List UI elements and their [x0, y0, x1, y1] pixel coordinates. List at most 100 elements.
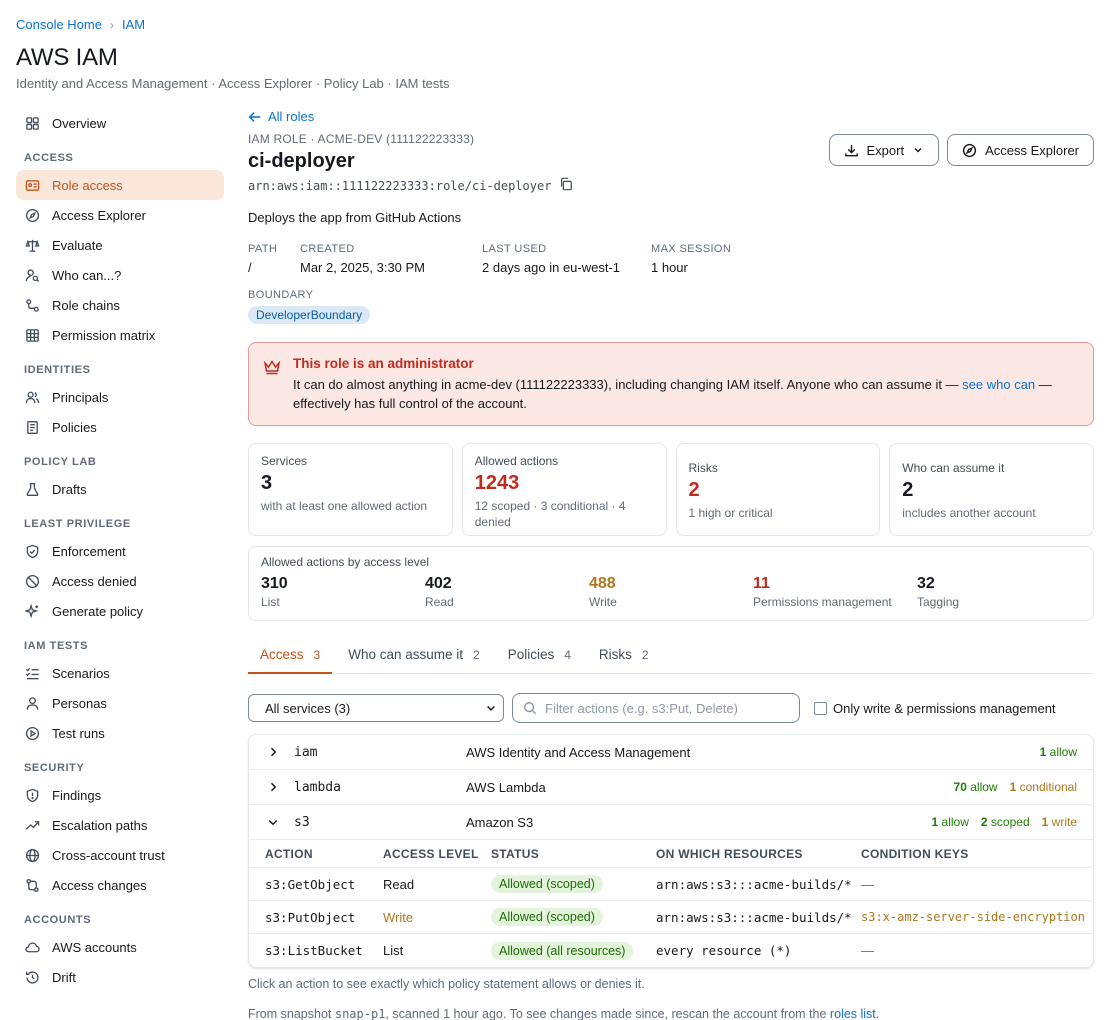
service-row-iam[interactable]: iam AWS Identity and Access Management 1…	[249, 735, 1093, 770]
history-icon	[24, 969, 40, 985]
action-row[interactable]: s3:GetObject Read Allowed (scoped) arn:a…	[249, 868, 1093, 901]
sidebar-item-role-access[interactable]: Role access	[16, 170, 224, 200]
only-write-checkbox[interactable]	[814, 701, 827, 715]
sidebar-item-access-changes[interactable]: Access changes	[16, 870, 224, 900]
meta-max-session: MAX SESSION 1 hour	[651, 243, 731, 275]
sidebar-item-access-denied[interactable]: Access denied	[16, 566, 224, 596]
only-write-label: Only write & permissions management	[833, 700, 1056, 716]
sidebar-item-findings[interactable]: Findings	[16, 780, 224, 810]
sidebar-item-drafts[interactable]: Drafts	[16, 474, 224, 504]
service-table: iam AWS Identity and Access Management 1…	[248, 734, 1094, 968]
sidebar-item-who-can[interactable]: Who can...?	[16, 260, 224, 290]
all-roles-link[interactable]: All roles	[248, 109, 1094, 124]
alert-title: This role is an administrator	[293, 356, 474, 371]
access-level-summary: Allowed actions by access level 310 List…	[248, 546, 1094, 621]
sidebar-item-permission-matrix[interactable]: Permission matrix	[16, 320, 224, 350]
footer-pre: From snapshot	[248, 1007, 335, 1020]
roles-list-link[interactable]: roles list	[829, 1007, 876, 1020]
meta-value: Mar 2, 2025, 3:30 PM	[300, 260, 426, 275]
sidebar-item-aws-accounts[interactable]: AWS accounts	[16, 932, 224, 962]
alert-body: It can do almost anything in acme-dev (1…	[293, 375, 1079, 413]
action-filter-input[interactable]	[545, 700, 785, 716]
action-row[interactable]: s3:PutObject Write Allowed (scoped) arn:…	[249, 901, 1093, 934]
page-title: AWS IAM	[16, 44, 118, 71]
sidebar-item-overview[interactable]: Overview	[16, 108, 224, 138]
service-name: AWS Lambda	[466, 779, 546, 795]
export-button[interactable]: Export	[828, 134, 940, 166]
sidebar-item-test-runs[interactable]: Test runs	[16, 718, 224, 748]
stat-sub: with at least one allowed action	[261, 499, 428, 513]
service-select[interactable]: All services (3)	[248, 694, 504, 722]
chevron-down-icon	[267, 816, 281, 828]
meta-key: LAST USED	[482, 243, 547, 255]
level-count: 32	[917, 575, 935, 592]
export-label: Export	[866, 142, 905, 158]
level-list: 310 List	[261, 575, 425, 609]
breadcrumb-console-home[interactable]: Console Home	[16, 17, 102, 32]
flask-icon	[24, 481, 40, 497]
condition-keys: —	[861, 943, 874, 958]
sidebar-item-personas[interactable]: Personas	[16, 688, 224, 718]
compass-icon	[962, 143, 977, 157]
sidebar-item-label: Cross-account trust	[52, 847, 165, 863]
search-icon	[524, 702, 537, 715]
persona-icon	[24, 695, 40, 711]
git-compare-icon	[24, 877, 40, 893]
breadcrumb-iam[interactable]: IAM	[122, 17, 146, 32]
service-badges: 1 allow	[1040, 745, 1077, 759]
level-name: Tagging	[917, 595, 960, 609]
sidebar-item-label: Drafts	[52, 481, 87, 497]
stat-value: 2	[688, 479, 700, 501]
alert-body-pre: It can do almost anything in acme-dev (1…	[293, 377, 963, 392]
sidebar-section-title: IAM TESTS	[24, 640, 89, 652]
sidebar-item-generate-policy[interactable]: Generate policy	[16, 596, 224, 626]
service-name: AWS Identity and Access Management	[466, 744, 691, 760]
meta-last-used: LAST USED 2 days ago in eu-west-1	[482, 243, 627, 275]
conditional-badge: 1 conditional	[1010, 780, 1077, 794]
status-badge: Allowed (scoped)	[491, 875, 603, 893]
sidebar-item-cross-account-trust[interactable]: Cross-account trust	[16, 840, 224, 870]
sidebar-item-drift[interactable]: Drift	[16, 962, 224, 992]
only-write-toggle[interactable]: Only write & permissions management	[814, 701, 1056, 716]
meta-key: PATH	[248, 243, 278, 255]
column-header: CONDITION KEYS	[861, 846, 969, 861]
action-resource: arn:aws:s3:::acme-builds/*	[656, 909, 852, 925]
tab-policies[interactable]: Policies 4	[496, 641, 583, 674]
sidebar-item-policies[interactable]: Policies	[16, 412, 224, 442]
service-code: s3	[294, 814, 310, 830]
sidebar-item-label: Who can...?	[52, 267, 122, 283]
see-who-can-link[interactable]: see who can	[962, 377, 1036, 392]
sidebar-item-principals[interactable]: Principals	[16, 382, 224, 412]
copy-icon[interactable]	[559, 177, 573, 194]
shield-alert-icon	[24, 787, 40, 803]
status-badge: Allowed (all resources)	[491, 941, 634, 960]
sidebar-item-enforcement[interactable]: Enforcement	[16, 536, 224, 566]
sidebar-item-label: Generate policy	[52, 603, 144, 619]
tab-who-can-assume[interactable]: Who can assume it 2	[336, 641, 491, 674]
sidebar-item-access-explorer[interactable]: Access Explorer	[16, 200, 224, 230]
meta-value: 2 days ago in eu-west-1	[482, 260, 621, 275]
meta-key: CREATED	[300, 243, 355, 255]
service-row-lambda[interactable]: lambda AWS Lambda 70 allow 1 conditional	[249, 770, 1093, 805]
sidebar-item-role-chains[interactable]: Role chains	[16, 290, 224, 320]
sidebar-section-title: ACCESS	[24, 152, 74, 164]
sidebar-item-label: Access Explorer	[52, 207, 146, 223]
tab-access[interactable]: Access 3	[248, 641, 333, 674]
stat-sub: includes another account	[902, 506, 1036, 520]
document-icon	[24, 419, 40, 435]
sidebar-item-label: Permission matrix	[52, 327, 156, 343]
tab-risks[interactable]: Risks 2	[587, 641, 661, 674]
access-explorer-button[interactable]: Access Explorer	[947, 134, 1094, 166]
boundary-chip[interactable]: DeveloperBoundary	[248, 306, 371, 324]
sidebar-item-label: Test runs	[52, 725, 105, 741]
service-select-value: All services (3)	[265, 700, 351, 716]
sidebar-item-evaluate[interactable]: Evaluate	[16, 230, 224, 260]
sidebar-item-scenarios[interactable]: Scenarios	[16, 658, 224, 688]
role-kicker: IAM ROLE · ACME-DEV (111122223333)	[248, 132, 475, 146]
level-name: Write	[589, 595, 617, 609]
column-header: STATUS	[491, 846, 540, 861]
snapshot-footer: From snapshot snap-p1, scanned 1 hour ag…	[248, 1007, 1094, 1020]
service-row-s3[interactable]: s3 Amazon S3 1 allow 2 scoped 1 write	[249, 805, 1093, 840]
action-row[interactable]: s3:ListBucket List Allowed (all resource…	[249, 934, 1093, 967]
sidebar-item-escalation-paths[interactable]: Escalation paths	[16, 810, 224, 840]
